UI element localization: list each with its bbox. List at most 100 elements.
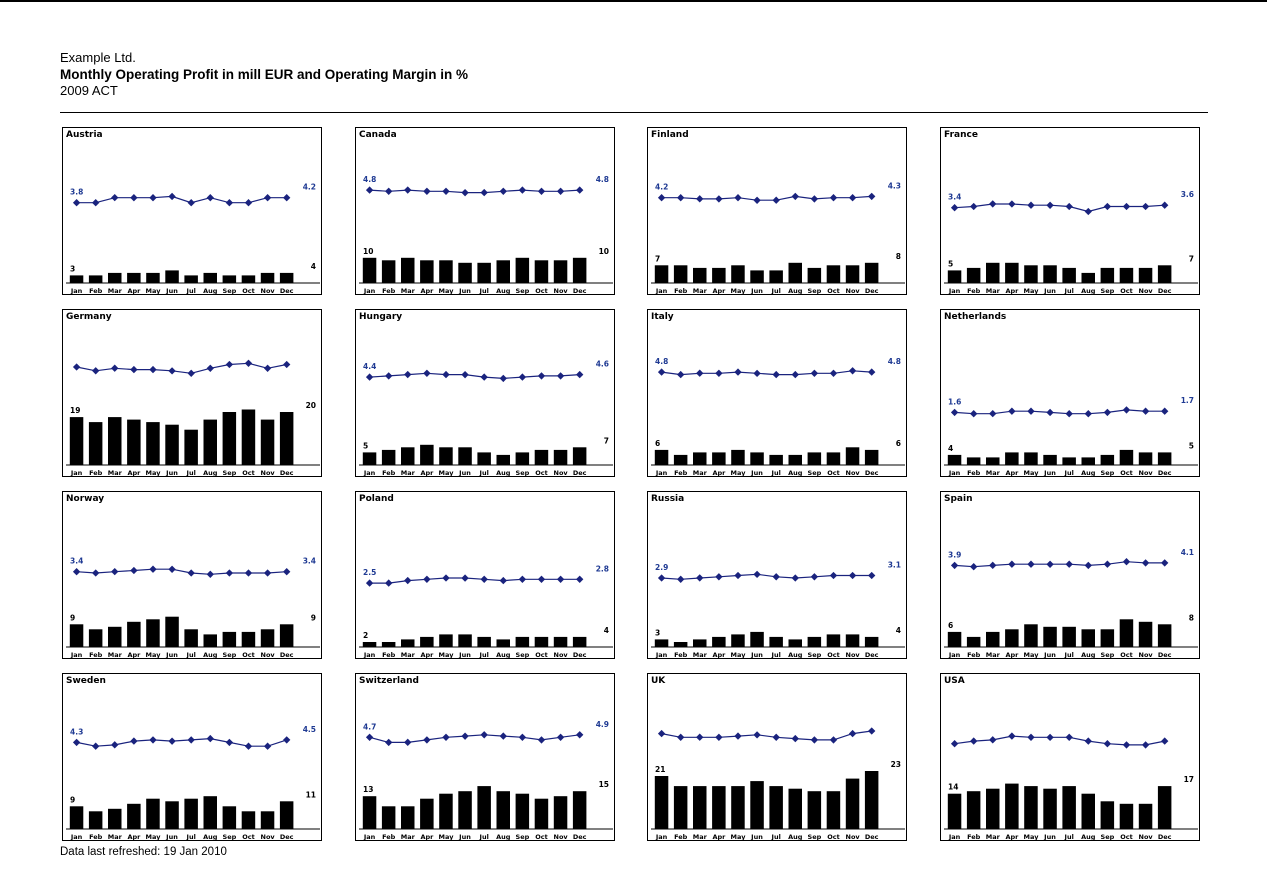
month-tick-label: Nov — [554, 469, 569, 477]
bar-label-last: 4 — [896, 626, 901, 635]
margin-point — [1046, 201, 1054, 209]
margin-point — [950, 408, 959, 417]
margin-point — [72, 199, 81, 207]
margin-point — [72, 738, 81, 747]
margin-point — [715, 733, 723, 741]
month-tick-label: Jun — [750, 287, 763, 295]
bar-label-last: 17 — [1184, 775, 1194, 784]
month-tick-label: Jan — [655, 833, 668, 841]
month-tick-label: Jan — [363, 469, 376, 477]
bar — [1005, 783, 1019, 829]
margin-point — [149, 736, 157, 744]
bar — [1043, 788, 1057, 829]
bar — [553, 636, 568, 647]
margin-point — [168, 367, 176, 375]
month-tick-label: Feb — [967, 833, 981, 841]
month-tick-label: Sep — [223, 287, 237, 295]
month-tick-label: Mar — [108, 651, 123, 659]
month-tick-label: Mar — [401, 287, 416, 295]
bar — [401, 639, 415, 647]
report-header: Example Ltd. Monthly Operating Profit in… — [60, 50, 468, 99]
margin-line — [661, 195, 872, 201]
header-rule — [60, 112, 1208, 113]
margin-point — [696, 733, 704, 741]
bar — [864, 449, 879, 465]
month-tick-label: Nov — [846, 287, 861, 295]
bar — [731, 634, 745, 647]
bar — [108, 417, 122, 465]
margin-point — [225, 738, 234, 747]
bar — [693, 786, 707, 829]
bar — [712, 636, 726, 647]
margin-point — [283, 194, 291, 202]
margin-point — [1046, 733, 1054, 742]
margin-point — [130, 566, 138, 575]
margin-point — [950, 204, 959, 212]
bar — [1024, 265, 1038, 283]
margin-point — [461, 188, 469, 197]
panel-chart: 6 8 3.9 4.1 Jan Feb Mar Apr May Jun Jul Aug Sep Oct No… — [944, 548, 1198, 659]
bar — [496, 791, 510, 829]
margin-line — [369, 189, 580, 194]
month-tick-label: Sep — [808, 469, 822, 477]
month-tick-label: Aug — [203, 833, 218, 841]
margin-point — [442, 370, 450, 379]
bar-label-first: 6 — [948, 621, 953, 630]
panel-chart: 3 4 3.8 4.2 Jan Feb Mar Apr May Jun Jul Aug Sep Oct No… — [66, 183, 320, 295]
month-tick-label: Nov — [1139, 469, 1154, 477]
margin-line — [661, 573, 872, 580]
month-tick-label: Dec — [573, 287, 587, 295]
bar — [439, 793, 453, 829]
margin-point — [734, 194, 742, 202]
scenario-label: 2009 ACT — [60, 83, 118, 98]
margin-point — [989, 200, 997, 208]
month-tick-label: May — [439, 651, 455, 659]
panel-chart: 13 15 4.7 4.9 Jan Feb Mar Apr May Jun Jul Aug Sep Oct… — [359, 720, 613, 841]
bar-label-first: 3 — [70, 264, 75, 273]
country-panel: Netherlands 4 5 1.6 1.7 Jan Feb Mar Apr May Jun Jul… — [940, 309, 1200, 477]
month-tick-label: Mar — [986, 651, 1001, 659]
bar-label-last: 15 — [599, 780, 609, 789]
month-tick-label: Jan — [70, 469, 83, 477]
bar — [654, 265, 669, 283]
bar — [986, 457, 1000, 465]
bar-label-first: 19 — [70, 406, 80, 415]
bar-label-last: 6 — [896, 439, 901, 448]
month-tick-label: Sep — [1101, 469, 1115, 477]
month-tick-label: May — [1024, 287, 1040, 295]
margin-point — [461, 370, 469, 379]
month-tick-label: Oct — [242, 651, 255, 659]
margin-point — [263, 194, 272, 202]
bar — [534, 636, 549, 647]
margin-point — [556, 372, 565, 380]
margin-point — [1027, 733, 1035, 741]
country-panel: France 5 7 3.4 3.6 Jan Feb Mar Apr May Jun Jul Aug Se… — [940, 127, 1200, 295]
bar — [826, 634, 841, 647]
country-panel: Poland 2 4 2.5 2.8 Jan Feb Mar Apr May Jun Jul Aug Se… — [355, 491, 615, 659]
panel-chart: 21 23 Jan Feb Mar Apr May Jun Jul Aug Sep Oct Nov Dec — [651, 727, 905, 841]
month-tick-label: May — [146, 833, 162, 841]
bar — [534, 260, 549, 283]
panel-chart: 9 9 3.4 3.4 Jan Feb Mar Apr May Jun Jul Aug Sep Oct No… — [66, 557, 320, 659]
line-label-last: 1.7 — [1181, 396, 1194, 405]
month-tick-label: Nov — [261, 287, 276, 295]
bar — [673, 265, 688, 283]
bar — [88, 422, 103, 465]
month-tick-label: May — [439, 287, 455, 295]
bar-label-last: 20 — [306, 401, 316, 410]
month-tick-label: Sep — [808, 287, 822, 295]
bar — [1157, 452, 1172, 465]
margin-point — [537, 575, 546, 583]
bar — [1138, 452, 1153, 465]
bar-label-first: 3 — [655, 628, 660, 637]
bar-label-first: 13 — [363, 785, 373, 794]
margin-point — [1141, 202, 1150, 211]
month-tick-label: Mar — [401, 651, 416, 659]
month-tick-label: Nov — [1139, 287, 1154, 295]
month-tick-label: Sep — [223, 651, 237, 659]
margin-point — [576, 731, 584, 739]
bar — [165, 616, 179, 647]
bar — [1119, 619, 1134, 647]
month-tick-label: Sep — [516, 287, 530, 295]
bar — [966, 791, 981, 829]
